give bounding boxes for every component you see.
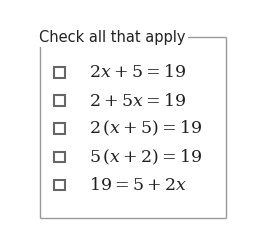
Bar (54, 95, 65, 106)
Text: $5\,(x + 2) = 19$: $5\,(x + 2) = 19$ (89, 147, 202, 166)
Text: $2x + 5 = 19$: $2x + 5 = 19$ (89, 63, 186, 82)
Bar (54, 67, 65, 78)
Text: $2 + 5x = 19$: $2 + 5x = 19$ (89, 92, 186, 110)
Text: Check all that apply: Check all that apply (39, 30, 186, 45)
Bar (54, 124, 65, 134)
Text: $19 = 5 + 2x$: $19 = 5 + 2x$ (89, 176, 187, 194)
Bar (54, 152, 65, 162)
Text: $2\,(x + 5) = 19$: $2\,(x + 5) = 19$ (89, 119, 202, 138)
Bar (54, 180, 65, 190)
